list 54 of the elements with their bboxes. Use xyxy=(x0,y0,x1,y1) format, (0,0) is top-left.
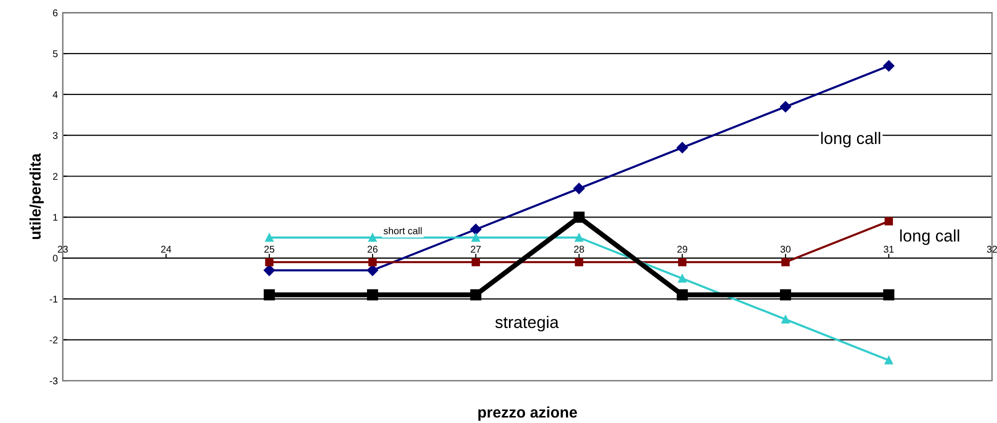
point xyxy=(678,274,686,283)
x-tick-label: 30 xyxy=(780,246,791,253)
y-tick-label: 4 xyxy=(52,91,58,98)
point xyxy=(884,356,893,364)
point xyxy=(472,233,480,242)
point xyxy=(368,258,377,266)
x-tick-label: 29 xyxy=(677,246,688,253)
x-axis-title: prezzo azione xyxy=(478,406,577,421)
point xyxy=(264,289,275,300)
point xyxy=(574,233,584,242)
point xyxy=(574,258,584,266)
point xyxy=(676,289,688,300)
y-tick-label: 0 xyxy=(52,254,58,262)
point xyxy=(883,60,894,72)
y-tick-label: 6 xyxy=(53,9,58,16)
x-tick-label: 25 xyxy=(264,246,274,253)
y-tick-label: 1 xyxy=(53,214,58,221)
x-tick-label: 23 xyxy=(58,246,68,253)
point xyxy=(883,289,894,300)
point xyxy=(470,289,482,300)
point xyxy=(265,258,274,266)
x-tick-label: 24 xyxy=(161,246,172,253)
x-tick-label: 28 xyxy=(574,246,584,253)
annotation: strategia xyxy=(495,316,559,332)
point xyxy=(780,289,792,300)
point xyxy=(780,101,792,112)
point xyxy=(366,264,378,276)
annotation: short call xyxy=(384,227,422,234)
x-tick-label: 26 xyxy=(368,246,378,253)
y-tick-label: -1 xyxy=(50,296,58,302)
x-tick-label: 32 xyxy=(986,246,997,253)
y-tick-label: 2 xyxy=(53,172,58,180)
point xyxy=(368,233,377,242)
point xyxy=(366,289,378,300)
point xyxy=(472,258,480,266)
y-tick-label: -2 xyxy=(50,336,58,344)
point xyxy=(781,315,790,324)
annotation: long call xyxy=(900,229,960,245)
point xyxy=(265,233,274,242)
point xyxy=(573,182,585,194)
point xyxy=(573,212,585,223)
y-axis-title: utile/perdita xyxy=(30,153,44,240)
y-tick-label: -3 xyxy=(50,377,58,384)
x-tick-label: 31 xyxy=(884,246,894,253)
point xyxy=(264,264,275,276)
x-tick-label: 27 xyxy=(470,246,481,253)
point xyxy=(678,258,686,266)
point xyxy=(470,224,482,236)
y-tick-label: 5 xyxy=(52,50,58,58)
point xyxy=(884,217,893,226)
point xyxy=(676,142,688,154)
annotation: long call xyxy=(821,132,880,148)
point xyxy=(781,258,790,266)
y-tick-label: 3 xyxy=(52,132,58,139)
